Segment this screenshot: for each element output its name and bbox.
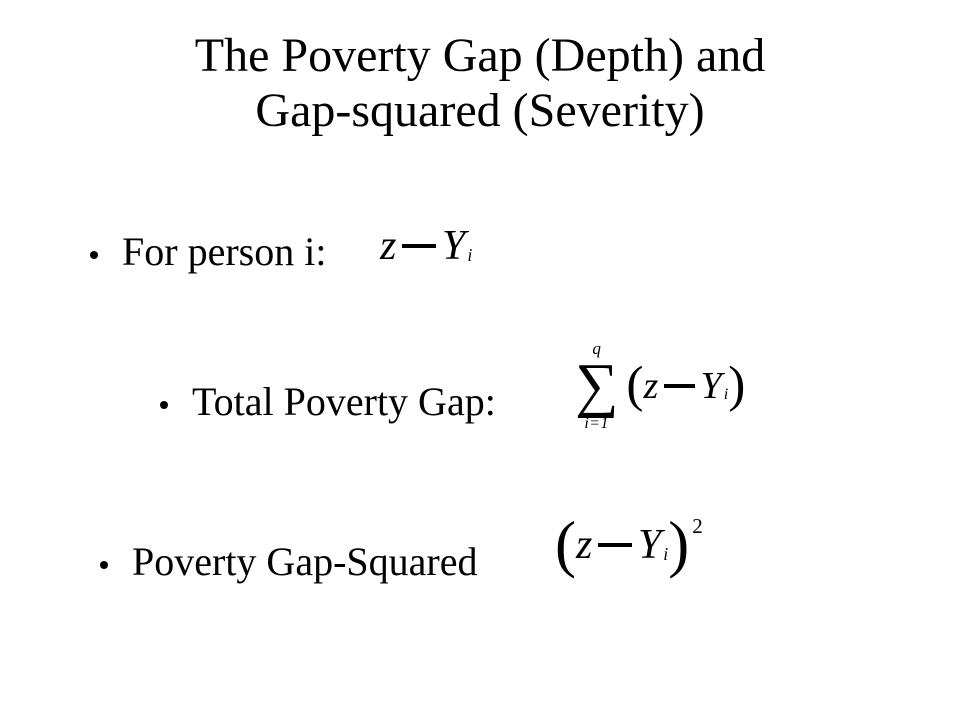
- var-z: z: [576, 521, 592, 569]
- bullet-2-text: Total Poverty Gap:: [192, 380, 496, 424]
- left-paren: (: [555, 519, 576, 569]
- left-paren: (: [626, 364, 643, 405]
- minus-icon: [598, 543, 632, 547]
- var-Y: Y: [442, 222, 465, 270]
- right-paren: ): [728, 364, 745, 405]
- minus-icon: [402, 244, 436, 248]
- bullet-dot-icon: [160, 401, 168, 409]
- var-Y: Y: [701, 364, 722, 408]
- exponent-2: 2: [692, 514, 703, 539]
- title-line-1: The Poverty Gap (Depth) and: [195, 29, 766, 82]
- formula-total-gap: q ∑ i=1 ( z Y i ): [575, 340, 745, 432]
- formula-person-i: z Y i: [380, 222, 472, 270]
- subscript-i: i: [467, 245, 472, 266]
- var-z: z: [380, 222, 396, 270]
- title-line-2: Gap-squared (Severity): [255, 84, 704, 137]
- slide: The Poverty Gap (Depth) and Gap-squared …: [0, 0, 960, 720]
- formula-gap-squared: ( z Y i ) 2: [555, 520, 703, 570]
- bullet-3-text: Poverty Gap-Squared: [132, 540, 477, 584]
- var-Y: Y: [638, 521, 661, 569]
- minus-icon: [664, 384, 694, 388]
- sigma-icon: ∑: [575, 359, 618, 414]
- bullet-dot-icon: [90, 251, 98, 259]
- bullet-row-2: Total Poverty Gap:: [160, 380, 496, 424]
- var-z: z: [643, 364, 658, 408]
- slide-title: The Poverty Gap (Depth) and Gap-squared …: [0, 28, 960, 138]
- sigma-lower-limit: i=1: [584, 416, 609, 432]
- sigma-block: q ∑ i=1: [575, 340, 618, 432]
- bullet-row-1: For person i:: [90, 230, 326, 274]
- right-paren: ): [668, 519, 689, 569]
- bullet-row-3: Poverty Gap-Squared: [100, 540, 477, 584]
- bullet-dot-icon: [100, 561, 108, 569]
- bullet-1-text: For person i:: [122, 230, 326, 274]
